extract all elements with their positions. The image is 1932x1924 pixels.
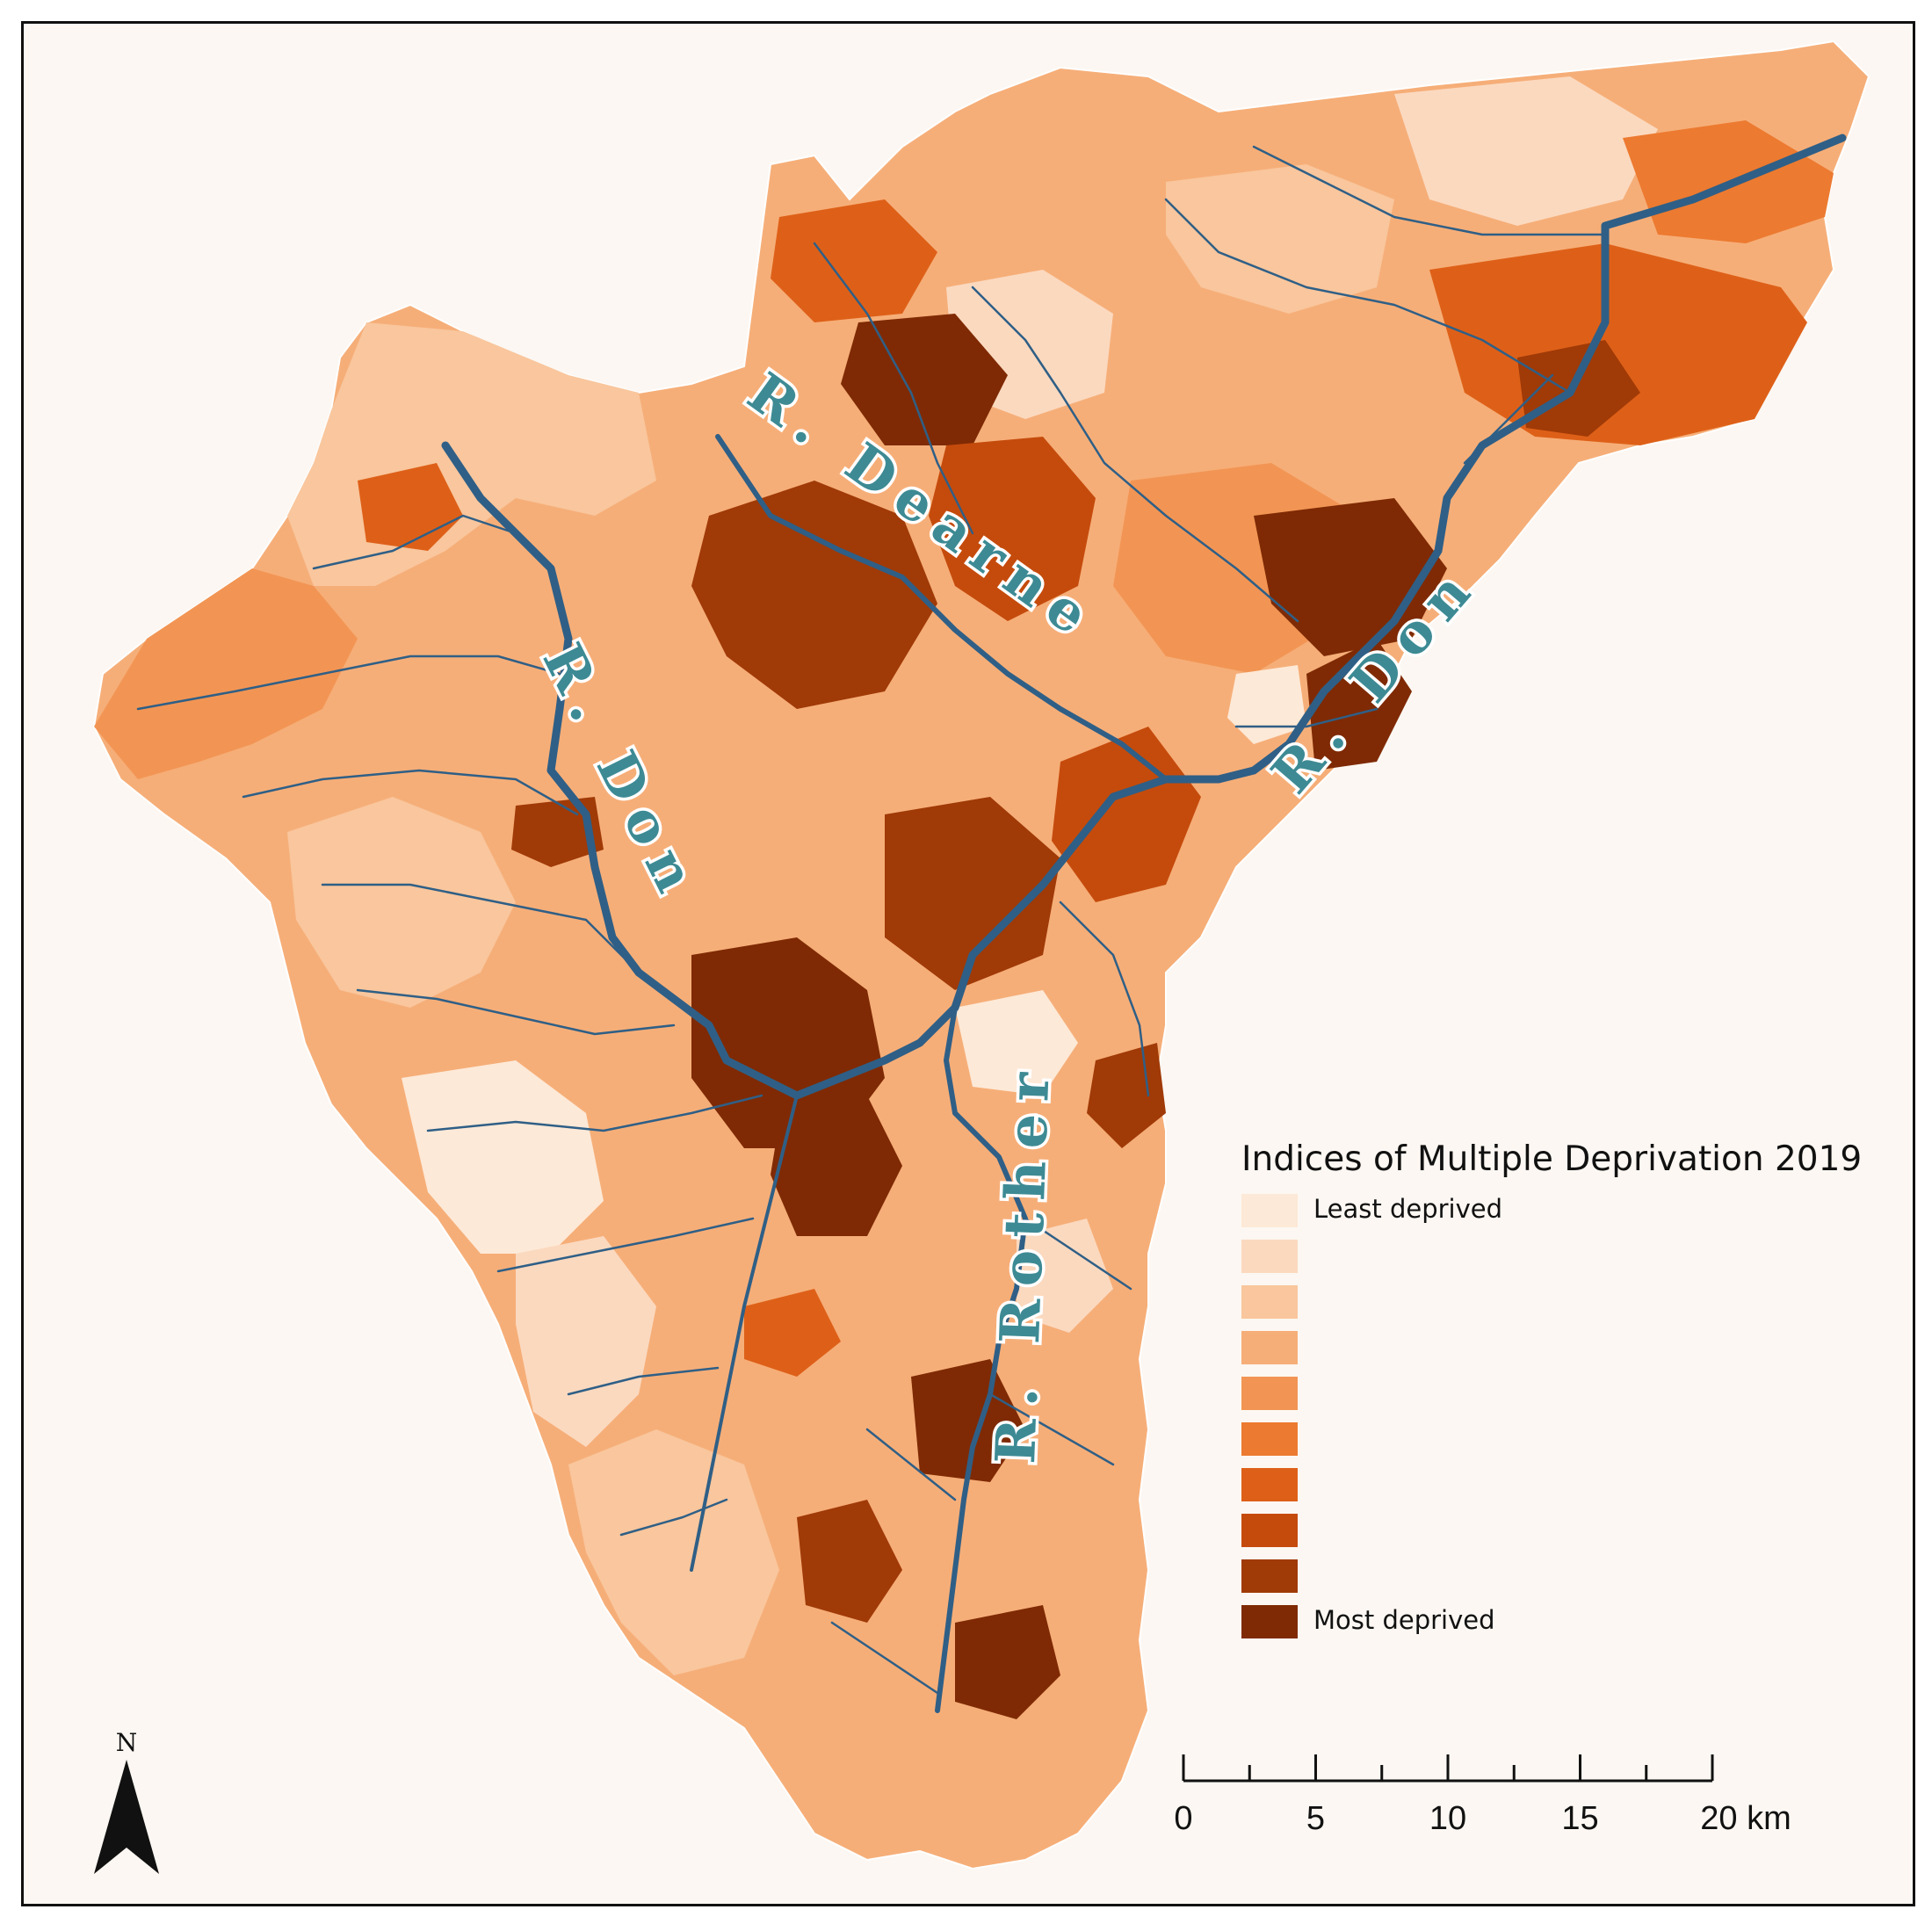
river-network — [136, 134, 1847, 1713]
scale-bar-tick-label: 15 — [1561, 1800, 1599, 1837]
north-label: N — [115, 1728, 138, 1757]
scale-bar-tick-label: 5 — [1306, 1800, 1326, 1837]
legend-swatch-3 — [1241, 1285, 1298, 1319]
legend: Indices of Multiple Deprivation 2019 Lea… — [1241, 1139, 1863, 1638]
map-canvas: R. Dearne R. Don R. Don R. Rother — [92, 40, 1870, 1870]
river-dearne — [715, 434, 1169, 782]
legend-swatch-10 — [1241, 1605, 1298, 1638]
north-arrow: N — [87, 1728, 166, 1886]
scale-bar-tick-label: 10 — [1429, 1800, 1467, 1837]
scale-bar-tick-label: 0 — [1174, 1800, 1193, 1837]
catchment-polygons — [92, 40, 1870, 1870]
legend-swatch-4 — [1241, 1331, 1298, 1364]
legend-swatch-5 — [1241, 1377, 1298, 1410]
north-arrow-icon — [94, 1760, 159, 1874]
legend-swatch-2 — [1241, 1240, 1298, 1273]
legend-title: Indices of Multiple Deprivation 2019 — [1241, 1139, 1863, 1179]
legend-swatch-9 — [1241, 1559, 1298, 1593]
legend-label-least: Least deprived — [1313, 1194, 1503, 1224]
legend-swatch-7 — [1241, 1468, 1298, 1501]
legend-swatches — [1241, 1194, 1856, 1638]
legend-swatch-6 — [1241, 1422, 1298, 1456]
legend-swatch-1 — [1241, 1194, 1298, 1227]
legend-label-most: Most deprived — [1313, 1605, 1495, 1635]
river-rother — [935, 1005, 1028, 1713]
legend-swatch-8 — [1241, 1514, 1298, 1547]
map-frame: R. Dearne R. Don R. Don R. Rother Indice… — [21, 21, 1915, 1906]
scale-bar-line — [1182, 1754, 1714, 1783]
river-upper-don-tributary — [690, 1094, 799, 1572]
scale-bar-tick-label: 20 km — [1700, 1800, 1791, 1837]
scale-bar: 0 5 10 15 20 km — [1157, 1746, 1825, 1860]
